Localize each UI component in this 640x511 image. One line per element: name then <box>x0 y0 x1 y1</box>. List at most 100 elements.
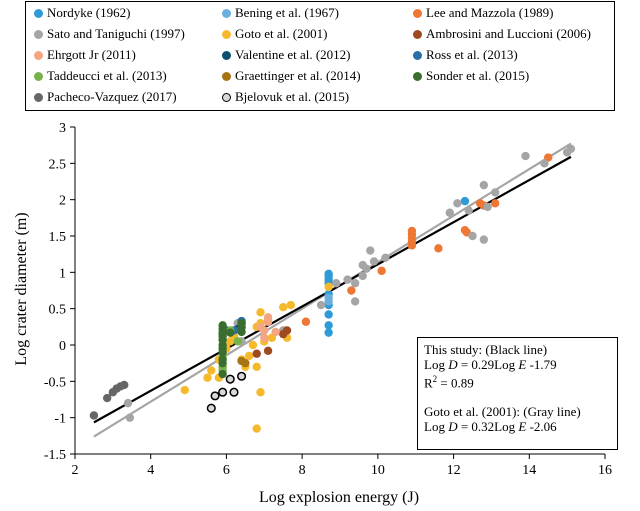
data-point <box>233 337 242 346</box>
data-point <box>468 231 477 241</box>
data-point <box>244 351 254 361</box>
eq-line-goto-formula: Log D = 0.32Log E -2.06 <box>424 419 557 435</box>
y-tick-label: -1.5 <box>44 448 66 463</box>
data-point <box>479 180 489 190</box>
data-point <box>460 196 470 206</box>
legend-marker <box>34 9 43 18</box>
legend-marker <box>34 51 43 60</box>
data-point <box>252 424 261 433</box>
legend-item: Bening et al. (1967) <box>222 5 339 21</box>
data-point <box>479 235 489 244</box>
data-point <box>350 279 360 288</box>
data-point <box>237 371 247 381</box>
data-point <box>381 253 390 262</box>
legend: Nordyke (1962) Bening et al. (1967) Lee an… <box>25 1 615 111</box>
legend-label: Bening et al. (1967) <box>235 5 339 20</box>
x-tick-label: 6 <box>223 463 230 478</box>
data-point <box>102 393 112 403</box>
data-point <box>218 387 228 397</box>
legend-marker <box>222 93 231 102</box>
data-point <box>237 327 246 337</box>
legend-marker <box>222 30 231 39</box>
legend-marker <box>34 93 43 102</box>
data-point <box>210 391 220 401</box>
data-point <box>332 279 341 288</box>
data-point <box>241 358 250 368</box>
data-point <box>316 300 326 310</box>
data-point <box>260 326 269 335</box>
data-point <box>260 333 269 342</box>
data-point <box>343 275 352 284</box>
legend-item: Lee and Mazzola (1989) <box>413 5 553 21</box>
data-point <box>286 300 295 310</box>
eq-line-this-study-formula: Log D = 0.29Log E -1.79 <box>424 357 557 372</box>
data-point <box>248 340 258 350</box>
data-point <box>225 374 235 384</box>
x-tick-label: 10 <box>371 463 385 478</box>
legend-marker <box>413 9 422 18</box>
x-tick-label: 2 <box>72 463 79 478</box>
y-tick-label: 2.5 <box>49 157 67 172</box>
data-point <box>218 348 227 357</box>
legend-marker <box>413 72 422 81</box>
data-point <box>252 349 261 358</box>
data-point <box>271 327 280 337</box>
legend-marker <box>222 72 231 81</box>
data-point <box>347 286 356 295</box>
x-axis-title: Log explosion energy (J) <box>259 489 419 506</box>
data-point <box>445 208 454 217</box>
x-tick-label: 8 <box>299 463 306 478</box>
data-point <box>521 151 530 161</box>
y-tick-label: 0 <box>59 339 66 354</box>
data-point <box>226 328 235 337</box>
legend-marker <box>413 30 422 39</box>
data-point <box>491 188 500 197</box>
eq-line-this-study: This study: (Black line) <box>424 342 548 357</box>
legend-label: Lee and Mazzola (1989) <box>426 5 554 20</box>
y-tick-label: 3 <box>59 121 66 136</box>
data-point <box>279 303 288 312</box>
legend-label: Sato and Taniguchi (1997) <box>47 26 185 41</box>
eq-line-goto: Goto et al. (2001): (Gray line) <box>424 404 581 420</box>
eq-line-r2: R2 = 0.89 <box>424 374 474 391</box>
legend-label: Goto et al. (2001) <box>235 26 328 41</box>
data-point <box>218 369 227 379</box>
legend-marker <box>222 9 231 18</box>
data-point <box>180 385 189 395</box>
legend-item: Valentine et al. (2012) <box>222 47 351 63</box>
data-point <box>350 297 360 306</box>
axes <box>70 126 606 459</box>
data-point <box>203 373 212 382</box>
y-tick-label: 1 <box>59 266 66 281</box>
legend-item: Sonder et al. (2015) <box>413 68 529 84</box>
legend-marker <box>222 51 231 60</box>
data-point <box>369 257 379 266</box>
legend-label: Sonder et al. (2015) <box>426 68 530 83</box>
legend-item: Goto et al. (2001) <box>222 26 327 42</box>
data-point <box>120 380 129 390</box>
data-point <box>362 264 371 273</box>
legend-label: Ehrgott Jr (2011) <box>47 47 136 62</box>
legend-label: Ross et al. (2013) <box>426 47 518 62</box>
y-tick-label: 2 <box>59 194 66 209</box>
y-axis-title: Log crater diameter (m) <box>13 212 30 365</box>
legend-label: Bjelovuk et al. (2015) <box>235 89 350 104</box>
legend-item: Sato and Taniguchi (1997) <box>34 26 185 42</box>
data-point <box>301 317 311 326</box>
data-point <box>540 159 549 168</box>
data-point <box>324 293 333 302</box>
legend-marker <box>413 51 422 60</box>
data-point <box>252 362 261 371</box>
y-tick-label: -1 <box>54 412 66 427</box>
legend-label: Valentine et al. (2012) <box>235 47 351 62</box>
data-point <box>483 202 492 212</box>
legend-item: Ehrgott Jr (2011) <box>34 47 136 63</box>
legend-label: Pacheco-Vazquez (2017) <box>47 89 177 104</box>
legend-label: Graettinger et al. (2014) <box>235 68 361 83</box>
data-point <box>263 313 273 322</box>
data-point <box>256 388 265 397</box>
data-point <box>491 199 500 208</box>
data-point <box>377 266 386 276</box>
legend-label: Ambrosini and Luccioni (2006) <box>426 26 591 41</box>
legend-label: Taddeucci et al. (2013) <box>47 68 167 83</box>
